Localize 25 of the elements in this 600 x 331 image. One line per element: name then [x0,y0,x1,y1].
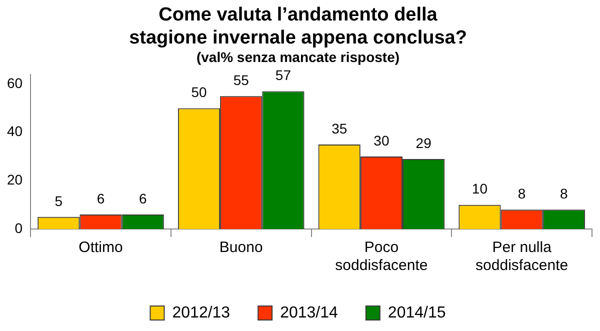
data-label: 8 [518,186,526,202]
x-tick-label: Poco soddisfacente [335,239,428,274]
data-label: 29 [416,134,432,151]
data-label: 5 [54,192,63,209]
data-label: 57 [275,67,292,84]
y-tick-label: 20 [6,172,23,188]
data-label: 50 [191,84,207,100]
data-label: 30 [374,132,390,148]
data-label: 6 [138,190,147,206]
y-tick-label: 0 [14,220,23,236]
data-label: 6 [96,190,105,206]
x-tick-label: Per nulla soddisfacente [476,239,568,274]
data-label: 55 [233,72,250,88]
data-label: 35 [332,120,348,136]
chart-title: Come valuta l’andamento della stagione invernale appena conclusa? [129,4,467,48]
chart-subtitle: (val% senza mancate risposte) [196,48,400,65]
x-tick-label: Buono [219,239,263,256]
y-tick-label: 60 [6,74,23,91]
data-label: 8 [560,186,568,202]
legend-label: 2014/15 [388,304,446,322]
legend-label: 2013/14 [280,304,338,322]
x-tick-label: Ottimo [78,239,123,256]
data-label: 10 [472,180,488,197]
legend-label: 2012/13 [172,304,230,322]
y-tick-label: 40 [6,123,23,140]
